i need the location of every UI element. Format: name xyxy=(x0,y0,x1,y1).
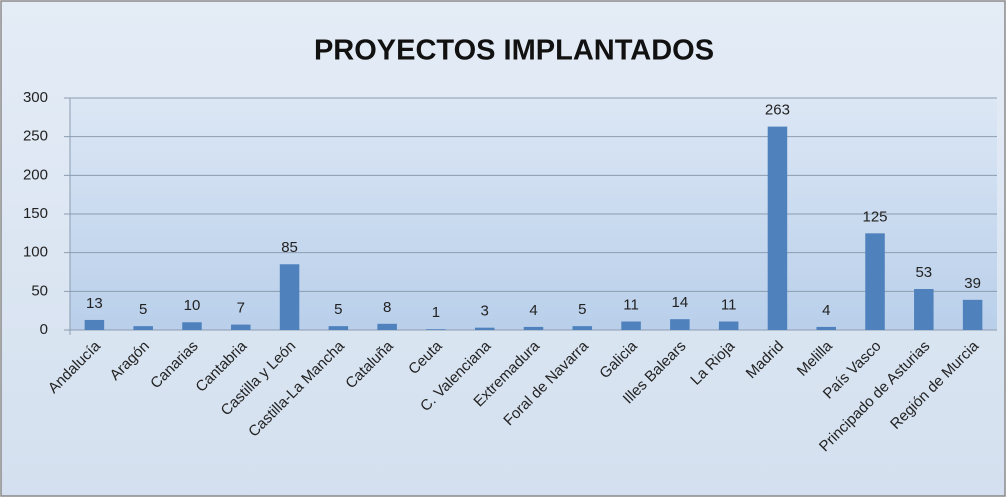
data-label: 10 xyxy=(184,297,201,314)
data-label: 263 xyxy=(765,102,790,119)
y-tick-label: 250 xyxy=(23,128,48,145)
data-label: 13 xyxy=(86,295,103,312)
bar xyxy=(914,289,934,330)
y-tick-label: 50 xyxy=(31,282,48,299)
bar xyxy=(572,326,593,330)
data-label: 39 xyxy=(964,275,981,292)
bar xyxy=(718,321,739,330)
bar xyxy=(182,322,202,330)
bar xyxy=(816,326,836,330)
y-tick-label: 0 xyxy=(40,321,48,338)
data-label: 5 xyxy=(139,301,147,318)
bar xyxy=(279,264,300,330)
data-label: 7 xyxy=(237,300,245,317)
data-label: 8 xyxy=(383,299,391,316)
bar xyxy=(231,324,251,330)
chart-title: PROYECTOS IMPLANTADOS xyxy=(314,35,714,67)
data-label: 4 xyxy=(529,302,537,319)
y-tick-label: 200 xyxy=(23,166,48,183)
data-label: 125 xyxy=(863,208,888,225)
data-label: 53 xyxy=(915,264,932,281)
bar xyxy=(377,323,397,330)
data-label: 5 xyxy=(334,301,342,318)
bar xyxy=(670,319,690,330)
bar xyxy=(523,326,544,330)
bar xyxy=(962,299,983,330)
bar xyxy=(474,327,495,330)
bar xyxy=(865,233,885,330)
data-label: 1 xyxy=(432,304,440,321)
y-tick-label: 100 xyxy=(23,244,48,261)
bar xyxy=(621,321,641,330)
data-label: 4 xyxy=(822,302,830,319)
data-label: 5 xyxy=(578,301,586,318)
bar xyxy=(426,329,446,330)
y-tick-label: 300 xyxy=(23,89,48,106)
bar xyxy=(767,126,788,330)
data-label: 11 xyxy=(623,296,639,313)
data-label: 3 xyxy=(481,303,489,320)
bar xyxy=(84,319,105,330)
data-label: 85 xyxy=(281,239,298,256)
data-label: 11 xyxy=(721,296,737,313)
bar xyxy=(133,326,153,330)
y-tick-label: 150 xyxy=(23,205,48,222)
bar xyxy=(328,326,349,330)
data-label: 14 xyxy=(672,294,689,311)
